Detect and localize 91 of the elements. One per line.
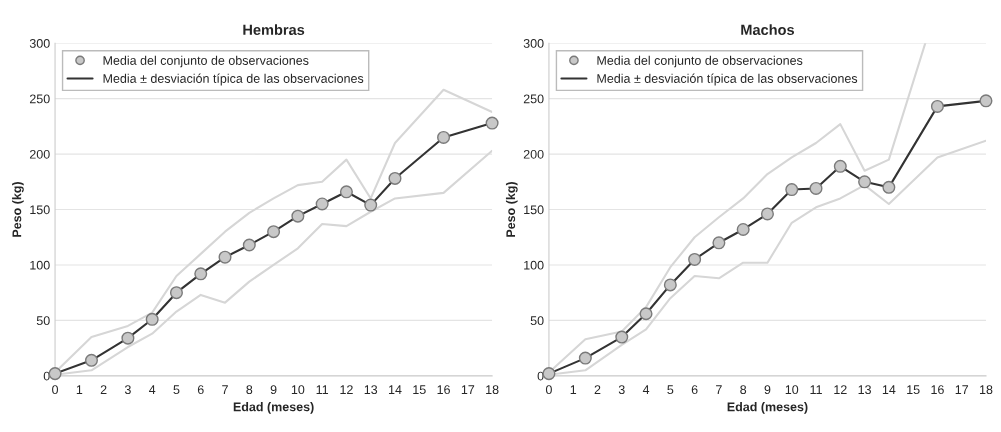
y-tick-label: 250 — [29, 94, 50, 104]
x-tick-label: 11 — [810, 385, 822, 394]
x-tick-label: 9 — [764, 385, 771, 395]
x-tick-label: 0 — [52, 385, 59, 395]
y-tick-label: 100 — [524, 260, 544, 270]
x-axis-title: Edad (meses) — [233, 402, 314, 414]
point — [169, 286, 183, 300]
point — [736, 222, 750, 236]
x-tick-label: 16 — [437, 385, 450, 395]
point — [858, 175, 872, 189]
point — [194, 267, 208, 281]
y-tick-label: 300 — [29, 39, 50, 48]
x-tick-label: 12 — [834, 385, 847, 394]
x-tick-label: 10 — [291, 385, 305, 395]
legend-label: Media ± desviación típica de las observaciones — [597, 73, 858, 86]
y-tick-label: 150 — [30, 205, 50, 215]
point — [145, 312, 159, 326]
point — [121, 331, 135, 345]
x-tick-label: 2 — [100, 385, 107, 394]
x-tick-label: 17 — [461, 385, 475, 394]
x-tick-label: 6 — [691, 385, 698, 395]
legend-label: Media del conjunto de observaciones — [597, 55, 803, 68]
point — [84, 353, 98, 367]
legend-label: Media del conjunto de observaciones — [103, 55, 309, 68]
point — [663, 278, 677, 292]
point — [578, 351, 592, 365]
x-tick-label: 13 — [858, 385, 871, 395]
y-tick-label: 150 — [524, 205, 544, 215]
point — [388, 171, 402, 185]
x-axis-title: Edad (meses) — [727, 402, 808, 414]
x-tick-label: 4 — [148, 385, 156, 394]
x-tick-label: 0 — [545, 385, 552, 395]
y-axis-title: Peso (kg) — [12, 182, 24, 237]
x-tick-label: 3 — [618, 385, 625, 395]
point — [242, 238, 256, 252]
x-tick-label: 17 — [955, 385, 969, 394]
point — [639, 307, 653, 321]
x-tick-label: 5 — [173, 385, 180, 395]
x-tick-label: 10 — [785, 385, 799, 395]
point — [930, 99, 944, 113]
x-tick-label: 7 — [222, 385, 228, 394]
x-tick-label: 3 — [124, 385, 131, 395]
point — [979, 94, 993, 108]
point — [339, 185, 353, 199]
x-tick-label: 14 — [882, 385, 896, 394]
y-tick-label: 200 — [523, 149, 544, 159]
point — [882, 180, 896, 194]
x-tick-label: 9 — [270, 385, 277, 395]
x-tick-label: 15 — [907, 385, 920, 395]
point — [291, 209, 305, 223]
x-tick-label: 15 — [413, 385, 426, 395]
x-tick-label: 18 — [486, 385, 499, 395]
x-tick-label: 1 — [570, 385, 577, 394]
x-tick-label: 1 — [76, 385, 83, 394]
point — [615, 330, 629, 344]
x-tick-label: 16 — [931, 385, 944, 395]
y-axis-title: Peso (kg) — [505, 182, 518, 237]
point — [760, 207, 774, 221]
point — [833, 159, 847, 173]
point — [712, 236, 726, 250]
point — [218, 250, 232, 264]
point — [485, 116, 499, 130]
x-tick-label: 8 — [740, 385, 747, 395]
y-tick-label: 300 — [523, 39, 544, 48]
point — [364, 198, 378, 212]
y-tick-label: 200 — [29, 149, 50, 159]
y-tick-label: 50 — [530, 316, 544, 326]
point — [688, 252, 702, 266]
x-tick-label: 8 — [246, 385, 253, 395]
legend-label: Media ± desviación típica de las observaciones — [103, 73, 364, 86]
point — [785, 183, 799, 197]
chart-title: Hembras — [243, 24, 305, 36]
x-tick-label: 12 — [340, 385, 353, 394]
x-tick-label: 11 — [316, 385, 329, 394]
point — [267, 225, 281, 239]
y-tick-label: 250 — [523, 94, 544, 104]
x-tick-label: 14 — [388, 385, 402, 394]
point — [437, 130, 451, 144]
point — [809, 181, 823, 195]
x-tick-label: 2 — [594, 385, 601, 394]
y-tick-label: 0 — [537, 371, 544, 381]
x-tick-label: 18 — [979, 385, 993, 395]
y-tick-label: 50 — [36, 316, 50, 326]
point — [315, 197, 329, 211]
x-tick-label: 4 — [642, 385, 650, 394]
x-tick-label: 13 — [364, 385, 378, 395]
x-tick-label: 6 — [197, 385, 204, 395]
y-tick-label: 100 — [30, 260, 50, 270]
x-tick-label: 7 — [716, 385, 722, 394]
chart-title: Machos — [741, 24, 795, 36]
x-tick-label: 5 — [667, 385, 674, 395]
